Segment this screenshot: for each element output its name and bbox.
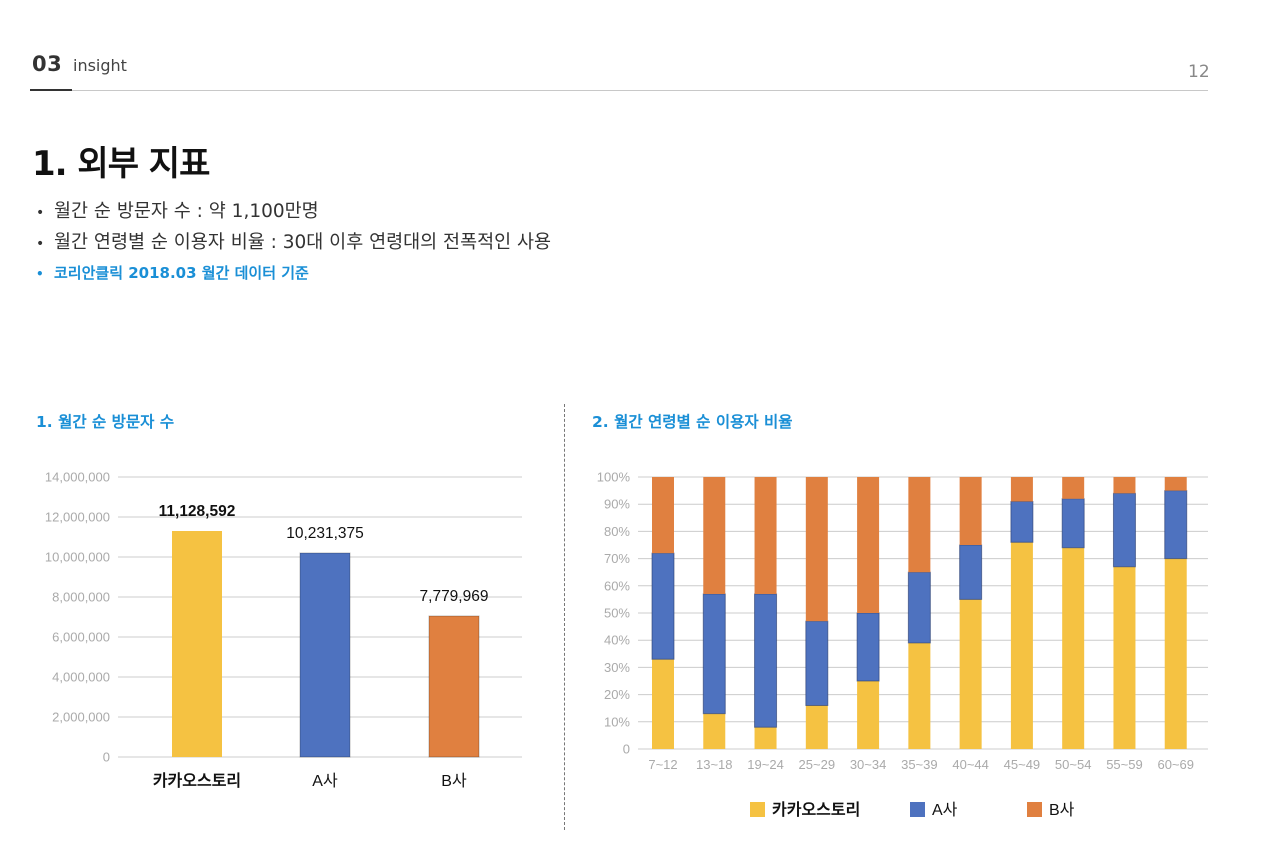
chart2-segment-b	[959, 477, 982, 545]
chart2-x-tick-label: 40~44	[952, 757, 989, 772]
header-divider	[30, 90, 1208, 91]
chart1-y-tick-label: 2,000,000	[52, 710, 110, 725]
header-divider-accent	[30, 89, 72, 91]
chart2-segment-kakaostory	[959, 599, 982, 749]
chart2-segment-a	[805, 620, 829, 706]
bullet-age-ratio: • 월간 연령별 순 이용자 비율 : 30대 이후 연령대의 전폭적인 사용	[36, 228, 551, 254]
chart2-segment-b	[805, 477, 828, 622]
legend-swatch-2	[910, 802, 925, 817]
chart1-bar-1	[172, 531, 222, 757]
section-label: insight	[73, 56, 127, 75]
chart1-data-label: 7,779,969	[420, 588, 489, 605]
chart2-segment-kakaostory	[1010, 542, 1033, 749]
bullet-marker: •	[36, 236, 45, 252]
chart2-segment-kakaostory	[754, 727, 777, 749]
page-number: 12	[1188, 62, 1210, 82]
chart2-x-tick-label: 19~24	[747, 757, 784, 772]
bullet-data-source: • 코리안클릭 2018.03 월간 데이터 기준	[36, 262, 309, 283]
chart2-y-tick-label: 100%	[597, 470, 631, 485]
chart1-y-tick-label: 8,000,000	[52, 590, 110, 605]
chart1-y-tick-label: 6,000,000	[52, 630, 110, 645]
bullet-monthly-visitors: • 월간 순 방문자 수 : 약 1,100만명	[36, 197, 319, 223]
chart2-segment-a	[754, 593, 778, 728]
chart2-segment-a	[1010, 500, 1034, 543]
section-number: 03	[32, 52, 63, 76]
chart2-segment-b	[1164, 477, 1187, 491]
chart2-segment-kakaostory	[703, 713, 726, 749]
chart1-title: 1. 월간 순 방문자 수	[36, 413, 175, 431]
chart1-y-tick-label: 0	[103, 750, 110, 765]
bullet-marker: •	[36, 205, 45, 221]
chart1-x-tick-label: 카카오스토리	[153, 772, 241, 790]
chart2-segment-b	[1113, 477, 1136, 494]
chart2-segment-kakaostory	[1113, 566, 1136, 749]
bullet-text: 코리안클릭 2018.03 월간 데이터 기준	[54, 264, 309, 282]
chart2-y-tick-label: 80%	[604, 524, 630, 539]
legend-label: 카카오스토리	[772, 801, 860, 819]
chart2-x-tick-label: 45~49	[1004, 757, 1041, 772]
chart2-y-tick-label: 10%	[604, 714, 630, 729]
chart2-y-tick-label: 70%	[604, 551, 630, 566]
chart-divider	[564, 404, 565, 830]
chart2-segment-b	[1062, 477, 1085, 499]
chart2-segment-a	[907, 571, 931, 644]
chart2-segment-b	[857, 477, 880, 613]
chart2-segment-kakaostory	[908, 642, 931, 749]
legend-label: A사	[932, 801, 958, 819]
chart1-y-tick-label: 14,000,000	[45, 470, 110, 485]
chart2-x-tick-label: 50~54	[1055, 757, 1092, 772]
chart2-y-tick-label: 0	[623, 742, 630, 757]
chart2-segment-kakaostory	[1062, 547, 1085, 749]
bullet-text: 월간 순 방문자 수 : 약 1,100만명	[54, 201, 319, 222]
chart1-bar-2	[299, 552, 351, 758]
chart2-x-tick-label: 55~59	[1106, 757, 1143, 772]
chart2-segment-kakaostory	[652, 659, 674, 749]
chart2-segment-a	[1061, 498, 1085, 549]
chart2-segment-a	[651, 552, 675, 660]
chart2-y-tick-label: 30%	[604, 660, 630, 675]
chart1-data-label: 10,231,375	[286, 525, 364, 542]
chart2-title: 2. 월간 연령별 순 이용자 비율	[592, 413, 793, 431]
bullet-marker: •	[36, 267, 44, 281]
chart2-segment-b	[652, 477, 674, 554]
chart2-segment-b	[908, 477, 931, 573]
chart1-y-tick-label: 10,000,000	[45, 550, 110, 565]
chart2-segment-a	[1164, 490, 1188, 560]
bullet-text: 월간 연령별 순 이용자 비율 : 30대 이후 연령대의 전폭적인 사용	[54, 232, 552, 253]
chart2-y-tick-label: 60%	[604, 578, 630, 593]
chart2-y-tick-label: 50%	[604, 606, 630, 621]
chart2-segment-b	[703, 477, 726, 594]
chart1-y-tick-label: 12,000,000	[45, 510, 110, 525]
chart1-x-tick-label: A사	[312, 772, 338, 790]
chart1-bar-3	[428, 615, 480, 758]
chart1-y-tick-label: 4,000,000	[52, 670, 110, 685]
chart2-y-tick-label: 20%	[604, 687, 630, 702]
page-title: 1. 외부 지표	[32, 144, 210, 184]
chart2-x-tick-label: 25~29	[799, 757, 836, 772]
chart2-segment-kakaostory	[857, 681, 880, 749]
chart2-x-tick-label: 60~69	[1157, 757, 1194, 772]
chart2-segment-kakaostory	[1164, 558, 1187, 749]
chart2-segment-a	[959, 544, 983, 600]
chart2-x-tick-label: 7~12	[648, 757, 677, 772]
chart2-y-tick-label: 40%	[604, 633, 630, 648]
chart2-segment-b	[1010, 477, 1033, 502]
legend-label: B사	[1049, 801, 1075, 819]
chart2-segment-a	[702, 593, 726, 715]
chart2-y-tick-label: 90%	[604, 497, 630, 512]
chart2-x-tick-label: 13~18	[696, 757, 733, 772]
chart2-segment-a	[856, 612, 880, 682]
legend-swatch-1	[750, 802, 765, 817]
chart2-x-tick-label: 30~34	[850, 757, 887, 772]
chart2-segment-a	[1112, 492, 1136, 568]
chart1-data-label: 11,128,592	[159, 503, 236, 520]
chart2-x-tick-label: 35~39	[901, 757, 938, 772]
chart2-segment-b	[754, 477, 777, 594]
legend-swatch-3	[1027, 802, 1042, 817]
chart1-x-tick-label: B사	[441, 772, 467, 790]
chart2-segment-kakaostory	[805, 705, 828, 749]
